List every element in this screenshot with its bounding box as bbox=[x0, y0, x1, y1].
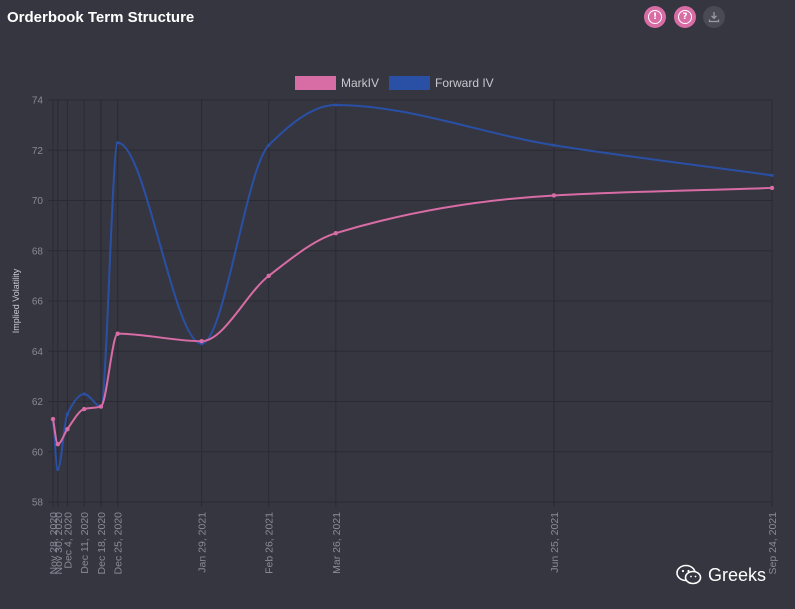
forward-iv-point[interactable] bbox=[65, 412, 69, 416]
markiv-point[interactable] bbox=[98, 404, 104, 409]
markiv-line bbox=[52, 186, 773, 446]
x-tick-label: Mar 26, 2021 bbox=[331, 512, 343, 574]
watermark: Greeks bbox=[676, 564, 766, 586]
markiv-point[interactable] bbox=[115, 331, 120, 336]
forward-iv-point[interactable] bbox=[267, 143, 271, 147]
legend-swatch[interactable] bbox=[295, 76, 336, 90]
y-tick-label: 72 bbox=[32, 146, 44, 157]
y-tick-label: 60 bbox=[32, 447, 44, 458]
download-arrow-icon bbox=[708, 12, 720, 23]
legend-label[interactable]: MarkIV bbox=[341, 76, 379, 90]
forward-iv-point[interactable] bbox=[56, 467, 60, 471]
markiv-point[interactable] bbox=[551, 193, 557, 198]
legend-swatch[interactable] bbox=[389, 76, 430, 90]
help-glyph: ? bbox=[678, 10, 692, 24]
legend-label[interactable]: Forward IV bbox=[435, 76, 494, 90]
y-tick-label: 74 bbox=[32, 96, 44, 107]
y-tick-label: 58 bbox=[32, 498, 44, 509]
y-tick-label: 68 bbox=[32, 246, 44, 257]
forward-iv-point[interactable] bbox=[334, 103, 338, 107]
download-icon[interactable] bbox=[703, 6, 725, 28]
y-tick-label: 62 bbox=[32, 397, 44, 408]
help-icon[interactable]: ? bbox=[674, 6, 696, 28]
x-tick-label: Dec 25, 2020 bbox=[113, 512, 125, 575]
y-tick-label: 64 bbox=[32, 347, 44, 358]
wechat-icon bbox=[676, 564, 702, 585]
forward-iv-line bbox=[52, 104, 773, 471]
y-axis-label: Implied Volatility bbox=[11, 268, 21, 333]
markiv-point[interactable] bbox=[769, 185, 775, 191]
markiv-point[interactable] bbox=[333, 230, 339, 236]
forward-iv-point[interactable] bbox=[116, 141, 120, 145]
markiv-point[interactable] bbox=[55, 442, 60, 447]
alert-glyph: ! bbox=[648, 10, 662, 24]
x-tick-label: Feb 26, 2021 bbox=[264, 512, 276, 574]
markiv-point[interactable] bbox=[50, 416, 56, 422]
markiv-point[interactable] bbox=[65, 426, 70, 432]
y-tick-label: 66 bbox=[32, 297, 44, 308]
markiv-point[interactable] bbox=[199, 339, 204, 344]
x-tick-label: Sep 24, 2021 bbox=[767, 512, 779, 575]
y-tick-label: 70 bbox=[32, 196, 44, 207]
x-tick-label: Nov 30, 2020 bbox=[53, 512, 65, 575]
forward-iv-point[interactable] bbox=[770, 173, 774, 177]
alert-icon[interactable]: ! bbox=[644, 6, 666, 28]
watermark-text: Greeks bbox=[708, 564, 767, 585]
x-tick-label: Dec 11, 2020 bbox=[79, 512, 91, 574]
page-title: Orderbook Term Structure bbox=[7, 9, 195, 26]
markiv-point[interactable] bbox=[81, 406, 87, 412]
forward-iv-point[interactable] bbox=[82, 392, 86, 396]
x-tick-label: Jun 25, 2021 bbox=[549, 512, 561, 573]
x-tick-label: Nov 28, 2020 bbox=[48, 512, 60, 575]
x-tick-label: Dec 18, 2020 bbox=[96, 512, 108, 575]
x-tick-label: Jan 29, 2021 bbox=[197, 512, 209, 573]
markiv-point[interactable] bbox=[266, 273, 271, 279]
x-tick-label: Dec 4, 2020 bbox=[62, 512, 74, 569]
forward-iv-point[interactable] bbox=[552, 143, 556, 147]
